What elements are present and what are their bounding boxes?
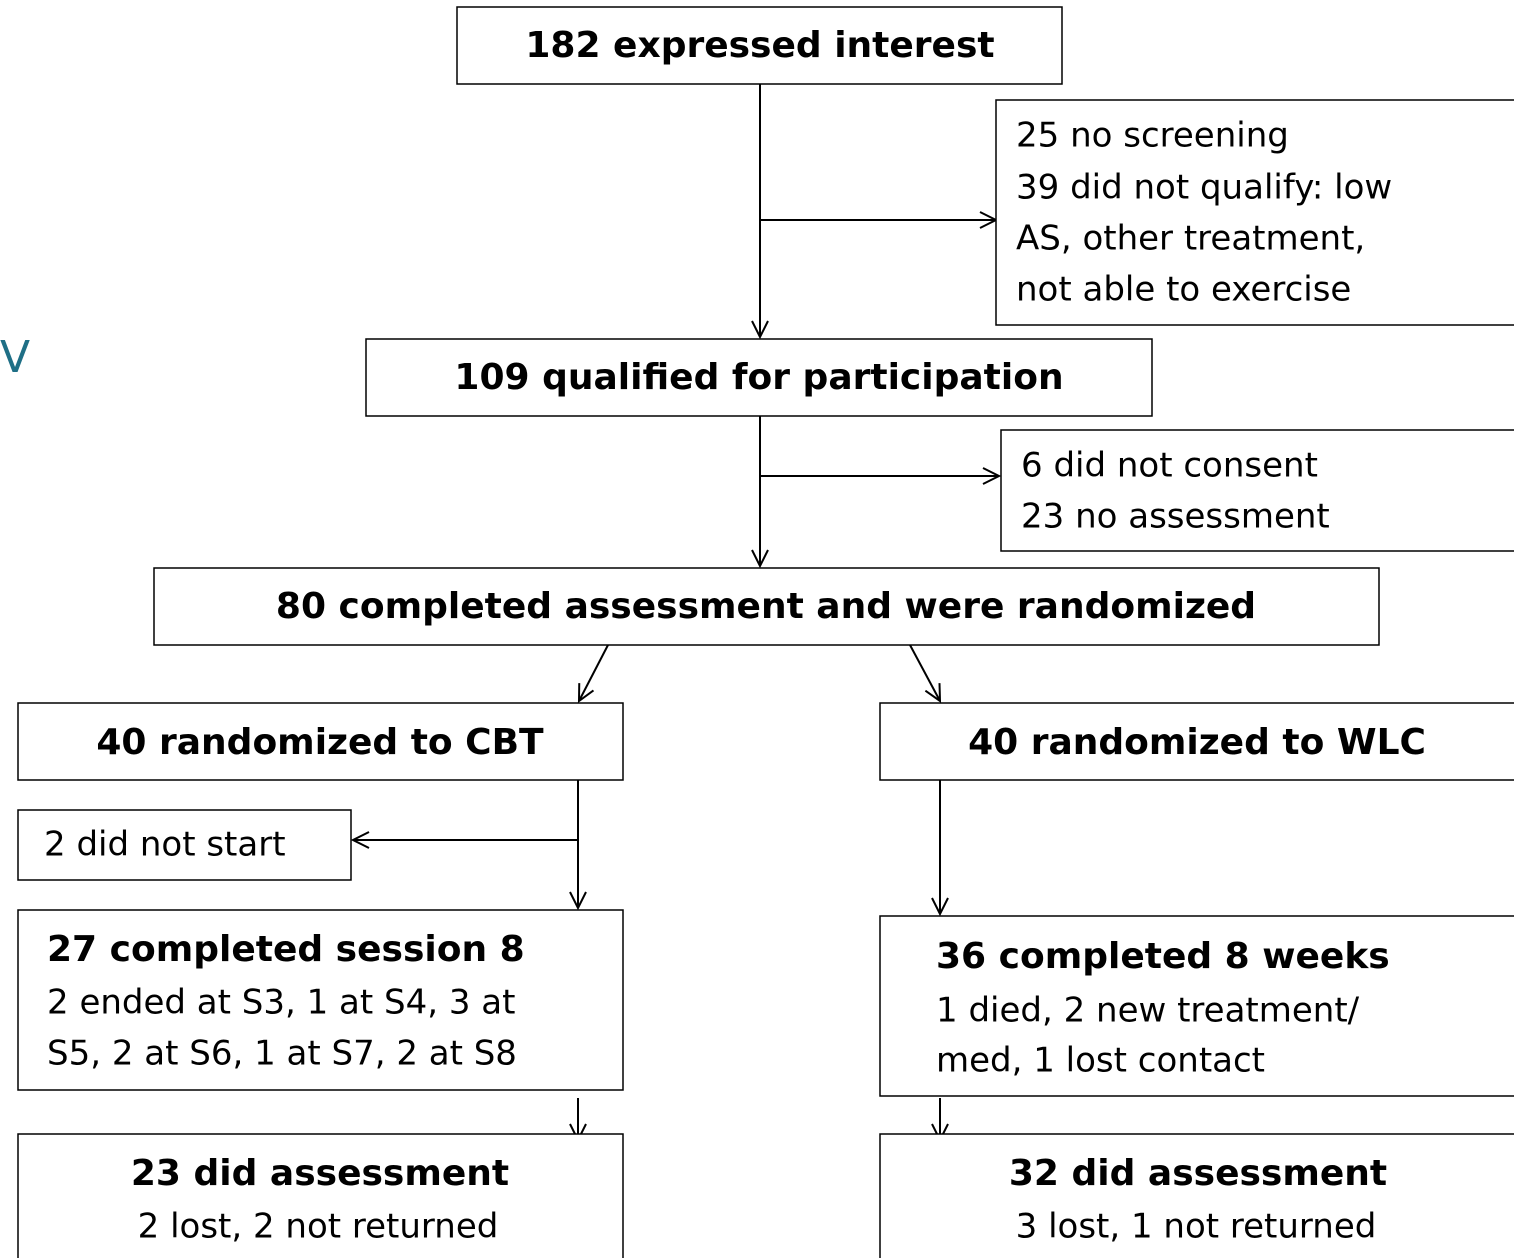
fragment: V xyxy=(0,332,30,383)
box xyxy=(17,702,624,781)
node-line: not able to exercise xyxy=(1016,270,1351,310)
node-title: 36 completed 8 weeks xyxy=(936,936,1390,977)
box xyxy=(153,567,1380,646)
box xyxy=(1000,429,1514,552)
box xyxy=(365,338,1153,417)
box xyxy=(17,809,352,881)
node-title: 23 did assessment xyxy=(131,1153,509,1194)
node-line: AS, other treatment, xyxy=(1016,219,1365,259)
box xyxy=(879,1133,1514,1258)
box xyxy=(879,915,1514,1097)
node-line: 25 no screening xyxy=(1016,116,1289,156)
node-title: 32 did assessment xyxy=(1009,1153,1387,1194)
box xyxy=(17,1133,624,1258)
node-line: 2 did not start xyxy=(44,825,286,865)
node-line: 2 lost, 2 not returned xyxy=(138,1207,499,1247)
node-title: 182 expressed interest xyxy=(525,25,994,66)
node-line: 23 no assessment xyxy=(1021,497,1330,537)
node-line: med, 1 lost contact xyxy=(936,1041,1265,1081)
node-title: 80 completed assessment and were randomi… xyxy=(276,586,1256,627)
node-line: 2 ended at S3, 1 at S4, 3 at xyxy=(47,983,515,1023)
node-line: 1 died, 2 new treatment/ xyxy=(936,991,1360,1031)
node-line: 39 did not qualify: low xyxy=(1016,168,1392,208)
node-title: 27 completed session 8 xyxy=(47,929,525,970)
box xyxy=(456,6,1063,85)
node-line: 3 lost, 1 not returned xyxy=(1016,1207,1377,1247)
arrow xyxy=(909,644,940,701)
arrow xyxy=(579,644,609,701)
node-title: 40 randomized to WLC xyxy=(968,722,1426,763)
box xyxy=(995,99,1514,326)
node-line: S5, 2 at S6, 1 at S7, 2 at S8 xyxy=(47,1034,517,1074)
node-title: 40 randomized to CBT xyxy=(96,722,544,763)
box xyxy=(17,909,624,1091)
node-line: 6 did not consent xyxy=(1021,446,1318,486)
node-title: 109 qualified for participation xyxy=(454,357,1063,398)
box xyxy=(879,702,1514,781)
connectors xyxy=(353,84,999,1140)
